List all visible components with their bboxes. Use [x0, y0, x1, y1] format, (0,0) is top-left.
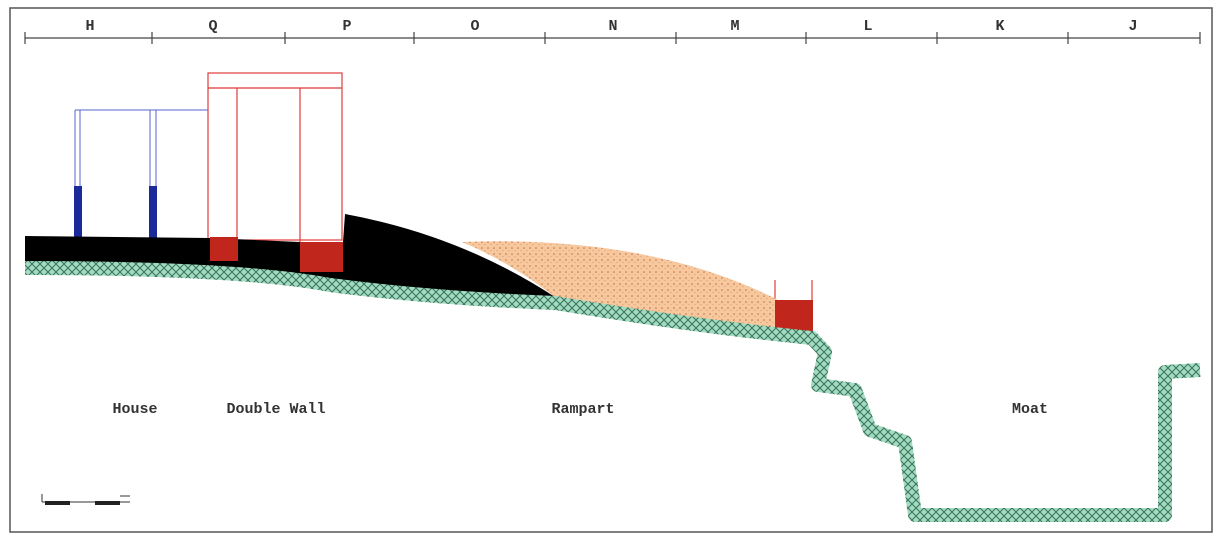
label: House — [112, 401, 157, 418]
grid-letter: K — [995, 18, 1004, 35]
label: Rampart — [551, 401, 614, 418]
occupation-layer — [25, 214, 555, 297]
grid-letter: M — [730, 18, 739, 35]
grid-letter: H — [85, 18, 94, 35]
grid-letter: J — [1128, 18, 1137, 35]
grid-letter: P — [342, 18, 351, 35]
grid-letter: N — [608, 18, 617, 35]
ruler — [24, 32, 1201, 44]
wall-foundation — [210, 237, 238, 261]
wall-outline — [207, 72, 813, 300]
grid-letter: L — [863, 18, 872, 35]
grid-letter: O — [470, 18, 479, 35]
label: Moat — [1012, 401, 1048, 418]
rampart-fill — [462, 241, 812, 333]
house-posts — [74, 109, 208, 238]
label: Double Wall — [226, 401, 325, 418]
wall-foundation — [300, 242, 343, 272]
scale-bar — [41, 494, 130, 505]
bedrock — [24, 261, 1201, 522]
wall-foundation — [775, 300, 813, 333]
grid-letter: Q — [208, 18, 217, 35]
